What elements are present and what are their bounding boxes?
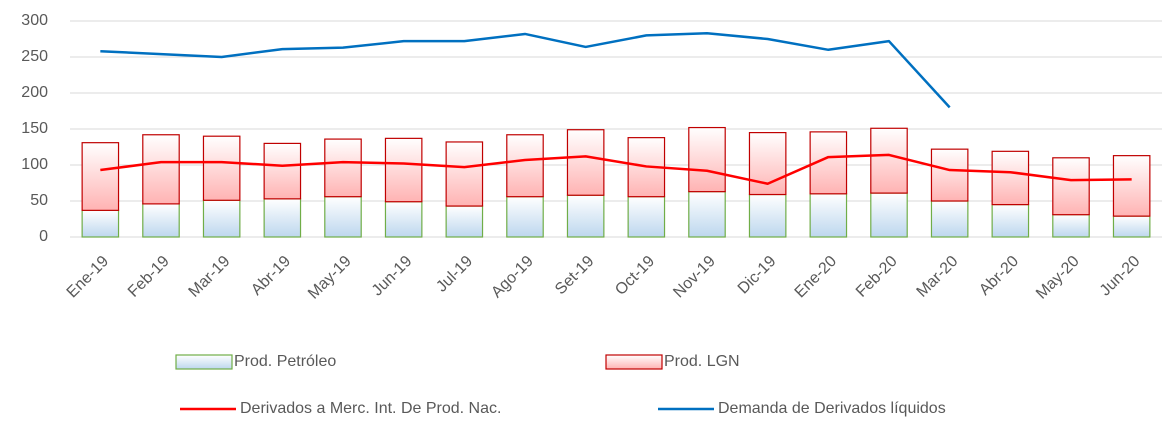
x-tick-label: Set-19 [552, 253, 597, 298]
x-tick-label: Abr-20 [976, 253, 1022, 299]
bar [263, 198, 302, 238]
line [100, 31, 951, 109]
line [100, 153, 1132, 185]
x-tick-label: Abr-19 [248, 253, 294, 299]
bar [688, 191, 726, 238]
y-tick-label: 250 [21, 48, 48, 65]
bar [445, 141, 484, 207]
x-tick-label: Ago-19 [488, 253, 537, 302]
x-tick-label: Jul-19 [433, 253, 476, 296]
bar [81, 142, 120, 211]
y-tick-label: 0 [39, 228, 48, 245]
legend-label: Prod. Petróleo [234, 353, 336, 370]
y-tick-label: 200 [21, 84, 48, 101]
x-tick-label: Ene-20 [792, 253, 841, 302]
bar [566, 194, 605, 238]
x-tick-label: Nov-19 [670, 253, 719, 302]
legend-label: Derivados a Merc. Int. De Prod. Nac. [240, 400, 501, 417]
bar [627, 196, 666, 238]
bar [991, 204, 1030, 238]
bar [506, 134, 544, 198]
bar [142, 134, 180, 205]
bar [324, 196, 362, 238]
bar [506, 196, 544, 238]
bar [384, 137, 423, 203]
bar [81, 209, 120, 238]
bar [870, 192, 908, 238]
bar [445, 205, 484, 238]
legend-label: Prod. LGN [664, 353, 740, 370]
bar [930, 200, 969, 238]
bar [991, 150, 1030, 206]
bar [748, 193, 787, 238]
bar [384, 201, 423, 238]
x-tick-label: Jun-20 [1097, 253, 1144, 300]
bar [324, 138, 362, 198]
legend-swatch [175, 354, 233, 370]
y-tick-label: 150 [21, 120, 48, 137]
y-tick-label: 300 [21, 12, 48, 29]
x-tick-label: Ene-19 [64, 253, 113, 302]
x-tick-label: Feb-20 [853, 253, 901, 301]
bar [202, 135, 241, 201]
bar [263, 142, 302, 200]
bar [1052, 214, 1090, 238]
bar [142, 203, 180, 238]
bar [930, 148, 969, 202]
x-tick-label: Mar-20 [914, 253, 962, 301]
x-tick-label: Jun-19 [369, 253, 416, 300]
bar [809, 193, 848, 238]
bar [870, 127, 908, 194]
x-tick-label: May-20 [1033, 253, 1083, 303]
y-tick-label: 100 [21, 156, 48, 173]
bar [1112, 215, 1151, 238]
bar [566, 129, 605, 196]
bar [1112, 155, 1151, 217]
bar [1052, 157, 1090, 216]
x-tick-label: Dic-19 [735, 253, 780, 298]
x-tick-label: Oct-19 [612, 253, 658, 299]
x-tick-label: Mar-19 [186, 253, 234, 301]
bar [202, 199, 241, 238]
y-tick-label: 50 [30, 192, 48, 209]
bar [748, 132, 787, 196]
x-tick-label: May-19 [305, 253, 355, 303]
legend-swatch [605, 354, 663, 370]
x-tick-label: Feb-19 [125, 253, 173, 301]
bar [688, 126, 726, 193]
legend-label: Demanda de Derivados líquidos [718, 400, 946, 417]
